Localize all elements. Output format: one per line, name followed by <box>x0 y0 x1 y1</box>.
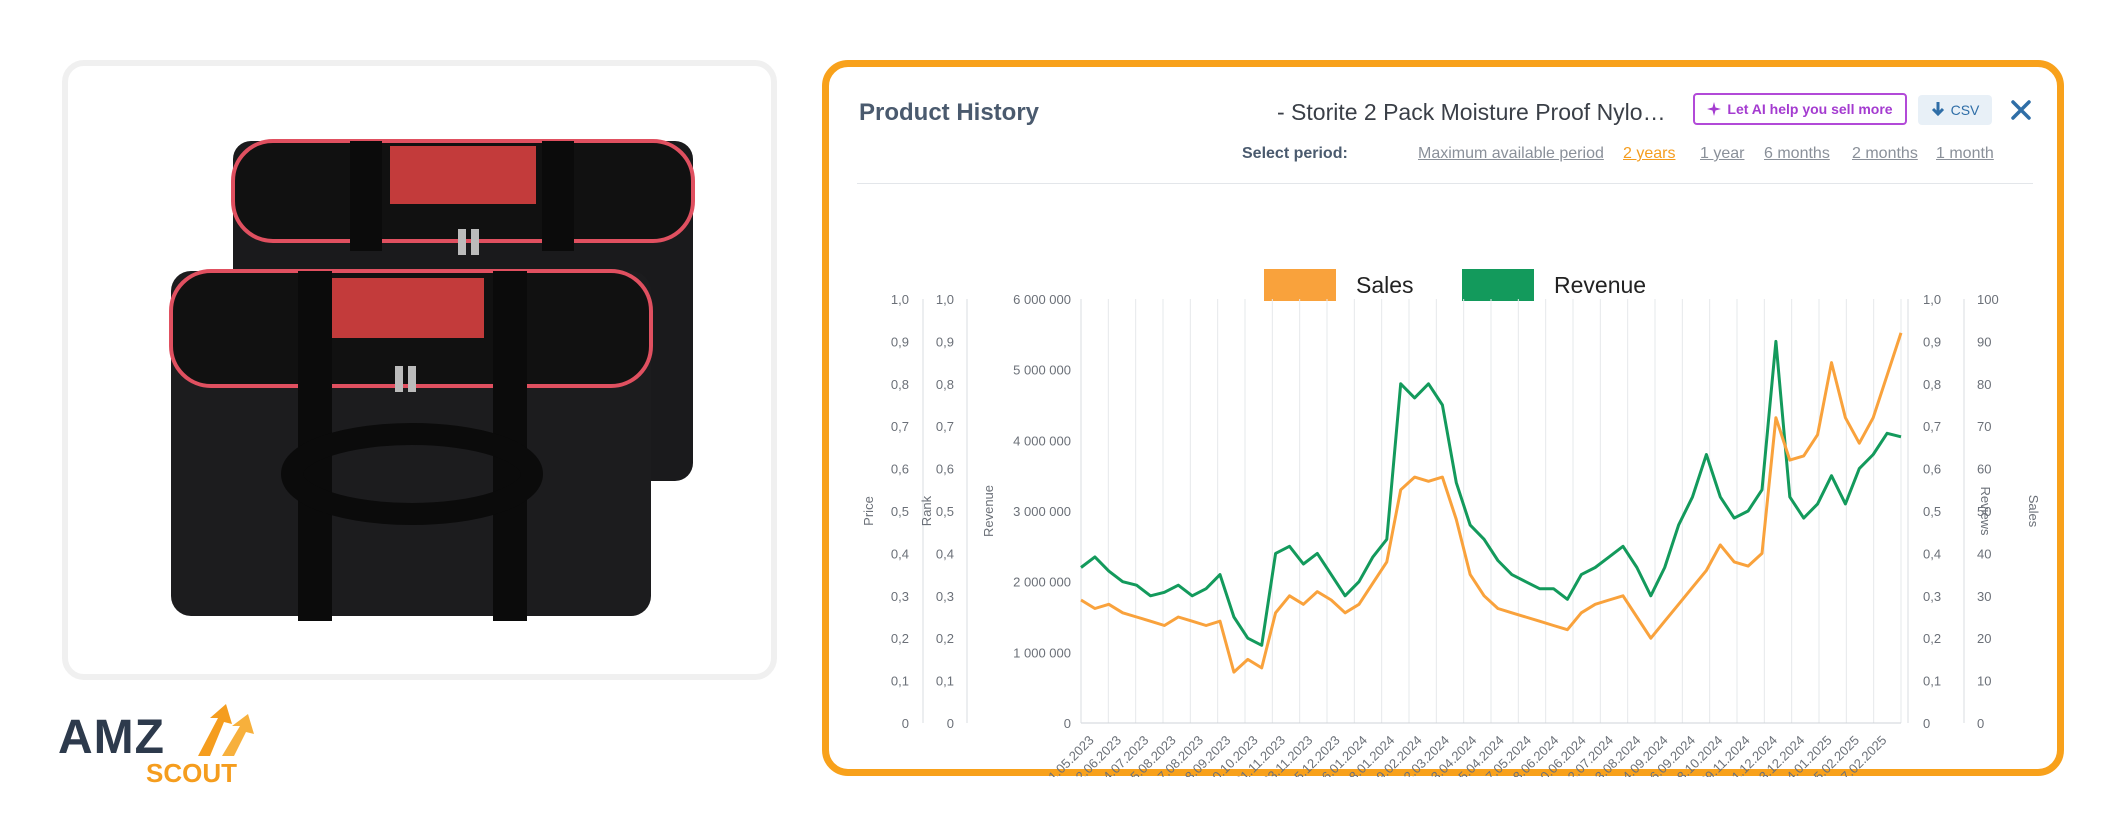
rank-tick-label: 0 <box>947 716 954 731</box>
front-bag-handle <box>281 423 543 525</box>
price-tick-label: 1,0 <box>891 292 909 307</box>
reviews-tick-label: 0,6 <box>1923 462 1941 477</box>
sales-tick-label: 100 <box>1977 292 1999 307</box>
period-1-month[interactable]: 1 month <box>1936 145 1994 162</box>
product-history-panel: Product History - Storite 2 Pack Moistur… <box>822 60 2064 777</box>
rank-tick-label: 0,4 <box>936 546 954 561</box>
product-image-card <box>62 60 777 680</box>
rank-tick-label: 0,5 <box>936 504 954 519</box>
close-icon <box>2011 100 2031 120</box>
price-tick-label: 0,2 <box>891 631 909 646</box>
series-line-sales <box>1080 332 1903 674</box>
ai-help-label: Let AI help you sell more <box>1727 101 1893 117</box>
sales-tick-label: 0 <box>1977 716 1984 731</box>
zipper-pull-icon <box>395 366 403 392</box>
sales-tick-label: 50 <box>1977 504 1991 519</box>
back-bag-strap-right <box>542 141 574 251</box>
sales-tick-label: 30 <box>1977 589 1991 604</box>
rank-tick-label: 0,3 <box>936 589 954 604</box>
header-divider <box>857 183 2033 184</box>
period-1-year[interactable]: 1 year <box>1700 145 1745 162</box>
price-axis-title: Price <box>861 496 876 526</box>
rank-axis-title: Rank <box>919 495 934 526</box>
price-tick-label: 0,4 <box>891 546 909 561</box>
price-tick-label: 0,9 <box>891 334 909 349</box>
reviews-tick-label: 0,1 <box>1923 674 1941 689</box>
sales-tick-label: 60 <box>1977 462 1991 477</box>
rank-tick-label: 0,1 <box>936 674 954 689</box>
product-image <box>169 139 695 621</box>
revenue-tick-label: 4 000 000 <box>1013 433 1071 448</box>
back-bag-pouch <box>390 146 536 204</box>
reviews-tick-label: 0 <box>1923 716 1930 731</box>
revenue-tick-label: 6 000 000 <box>1013 292 1071 307</box>
sales-tick-label: 90 <box>1977 334 1991 349</box>
price-tick-label: 0,6 <box>891 462 909 477</box>
rank-tick-label: 0,9 <box>936 334 954 349</box>
zipper-pull-icon <box>458 229 466 255</box>
period-2-years[interactable]: 2 years <box>1623 145 1676 162</box>
logo-scout-text: SCOUT <box>146 758 237 788</box>
revenue-tick-label: 3 000 000 <box>1013 504 1071 519</box>
legend-swatch-sales <box>1264 269 1336 301</box>
revenue-tick-label: 2 000 000 <box>1013 575 1071 590</box>
rank-tick-label: 1,0 <box>936 292 954 307</box>
sales-tick-label: 80 <box>1977 377 1991 392</box>
reviews-tick-label: 0,5 <box>1923 504 1941 519</box>
period-max[interactable]: Maximum available period <box>1418 145 1604 162</box>
rank-tick-label: 0,6 <box>936 462 954 477</box>
revenue-tick-label: 5 000 000 <box>1013 363 1071 378</box>
logo-amz-text: AMZ <box>58 711 165 764</box>
legend-label-sales: Sales <box>1356 272 1414 298</box>
csv-label: CSV <box>1950 102 1980 118</box>
reviews-tick-label: 1,0 <box>1923 292 1941 307</box>
rank-tick-label: 0,8 <box>936 377 954 392</box>
sales-axis-title: Sales <box>2026 495 2041 528</box>
download-icon <box>1931 102 1944 117</box>
sales-tick-label: 40 <box>1977 546 1991 561</box>
front-bag-pouch <box>330 278 484 338</box>
price-tick-label: 0 <box>902 716 909 731</box>
revenue-tick-label: 1 000 000 <box>1013 645 1071 660</box>
reviews-tick-label: 0,7 <box>1923 419 1941 434</box>
sparkle-icon <box>1707 102 1722 116</box>
price-tick-label: 0,3 <box>891 589 909 604</box>
sales-tick-label: 10 <box>1977 674 1991 689</box>
price-tick-label: 0,5 <box>891 504 909 519</box>
period-label: Select period: <box>1242 145 1348 162</box>
zipper-pull-icon <box>471 229 479 255</box>
logo-arrows-icon <box>198 704 254 756</box>
legend-label-revenue: Revenue <box>1554 272 1646 298</box>
product-name: - Storite 2 Pack Moisture Proof Nylon L.… <box>1277 99 1677 125</box>
period-2-months[interactable]: 2 months <box>1852 145 1918 162</box>
series-line-revenue <box>1080 339 1902 647</box>
amzscout-logo: AMZ SCOUT <box>58 700 268 790</box>
reviews-axis-title: Reviews <box>1978 486 1993 536</box>
sales-tick-label: 70 <box>1977 419 1991 434</box>
reviews-tick-label: 0,3 <box>1923 589 1941 604</box>
revenue-tick-label: 0 <box>1064 716 1071 731</box>
close-button[interactable] <box>2005 93 2037 127</box>
period-6-months[interactable]: 6 months <box>1764 145 1830 162</box>
csv-download-button[interactable]: CSV <box>1918 95 1992 125</box>
rank-tick-label: 0,7 <box>936 419 954 434</box>
legend-swatch-revenue <box>1462 269 1534 301</box>
reviews-tick-label: 0,2 <box>1923 631 1941 646</box>
rank-tick-label: 0,2 <box>936 631 954 646</box>
panel-title: Product History <box>859 99 1040 126</box>
reviews-tick-label: 0,8 <box>1923 377 1941 392</box>
price-tick-label: 0,8 <box>891 377 909 392</box>
price-tick-label: 0,7 <box>891 419 909 434</box>
reviews-tick-label: 0,4 <box>1923 546 1941 561</box>
price-tick-label: 0,1 <box>891 674 909 689</box>
revenue-axis-title: Revenue <box>981 485 996 537</box>
reviews-tick-label: 0,9 <box>1923 334 1941 349</box>
back-bag-strap-left <box>350 141 382 251</box>
zipper-pull-icon <box>408 366 416 392</box>
ai-help-button[interactable]: Let AI help you sell more <box>1693 93 1907 125</box>
history-chart: Sales Revenue 0 0,1 0,2 0,3 0,4 0,5 0,6 0,7 0,8 0,9… <box>861 269 2041 777</box>
sales-tick-label: 20 <box>1977 631 1991 646</box>
